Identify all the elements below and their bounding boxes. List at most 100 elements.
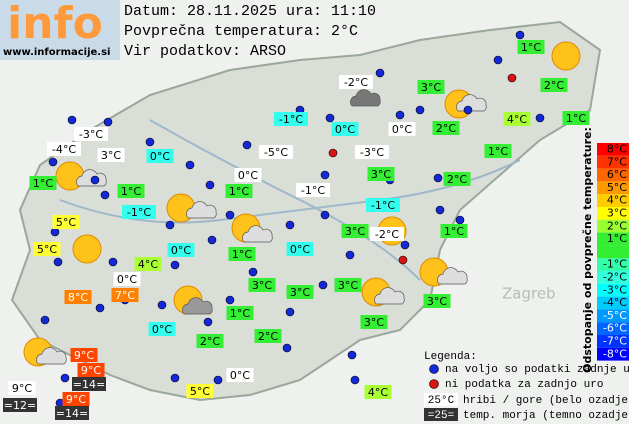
scale-cell	[597, 219, 629, 233]
station-dot	[40, 315, 50, 325]
station-temperature: 3°C	[364, 316, 384, 329]
scale-cell	[597, 309, 629, 323]
station-dot	[203, 317, 213, 327]
station-temperature: 0°C	[117, 273, 137, 286]
station-temperature: 0°C	[335, 123, 355, 136]
station-box	[196, 334, 224, 348]
station-temperature: 2°C	[544, 79, 564, 92]
legend-sea-box	[424, 408, 458, 421]
station-dot	[320, 170, 330, 180]
station-box	[74, 127, 108, 141]
scale-label: -7°C	[603, 335, 627, 348]
station-temperature: 0°C	[150, 150, 170, 163]
legend-available: na voljo so podatki zadnje ure	[445, 364, 629, 376]
cloud-icon	[182, 297, 213, 315]
station-box	[388, 122, 416, 136]
logo-url: www.informacije.si	[3, 47, 111, 58]
station-dot	[50, 227, 60, 237]
station-temperature: 1°C	[444, 225, 464, 238]
station-temperature: 3°C	[345, 225, 365, 238]
station-box	[64, 290, 92, 304]
station-box	[364, 385, 392, 399]
scale-cell	[597, 283, 629, 297]
station-dot	[395, 110, 405, 120]
sun-icon	[551, 41, 581, 71]
station-temperature: 1°C	[488, 145, 508, 158]
station-box	[72, 377, 106, 391]
date-line: Datum: 28.11.2025 ura: 11:10	[124, 3, 376, 20]
station-box	[146, 149, 174, 163]
station-box	[417, 80, 445, 94]
station-dot	[90, 175, 100, 185]
station-temperature: 5°C	[190, 385, 210, 398]
station-dot	[347, 350, 357, 360]
legend-dot-available	[429, 364, 439, 374]
scale-cell	[597, 335, 629, 348]
station-box	[226, 306, 254, 320]
source-line: Vir podatkov: ARSO	[124, 43, 286, 60]
station-box	[339, 75, 373, 89]
station-temperature: 9°C	[12, 382, 32, 395]
scale-cell	[597, 207, 629, 220]
cloud-icon	[437, 267, 468, 285]
station-temperature: -2°C	[375, 228, 399, 241]
station-temperature: 3°C	[421, 81, 441, 94]
station-dot	[345, 250, 355, 260]
scale-cell	[597, 322, 629, 335]
station-temperature: -2°C	[344, 76, 368, 89]
station-box	[70, 348, 98, 362]
station-box	[370, 227, 404, 241]
legend-sea-sample: =25=	[428, 410, 454, 422]
station-box	[259, 145, 293, 159]
station-temperature: 4°C	[138, 258, 158, 271]
station-temperature: -1°C	[127, 206, 151, 219]
legend-missing: ni podatka za zadnjo uro	[445, 379, 603, 391]
scale-label: 1°C	[607, 232, 627, 245]
scale-label: 8°C	[607, 143, 627, 156]
cloud-icon	[350, 89, 381, 107]
station-temperature: 1°C	[566, 112, 586, 125]
station-box	[331, 122, 359, 136]
station-box	[52, 215, 80, 229]
station-dot	[350, 375, 360, 385]
station-box	[97, 148, 125, 162]
station-dot	[515, 30, 525, 40]
station-box	[341, 224, 369, 238]
legend-dot-missing	[429, 379, 439, 389]
sun-icon	[72, 234, 102, 264]
scale-title: Odstopanje od povprečne temperature:	[581, 127, 594, 373]
station-temperature: 0°C	[238, 169, 258, 182]
station-temperature: 9°C	[66, 393, 86, 406]
station-temperature: 4°C	[507, 113, 527, 126]
color-scale: Odstopanje od povprečne temperature: 8°C…	[581, 127, 629, 373]
station-dot	[95, 303, 105, 313]
station-dot	[60, 373, 70, 383]
station-temperature: 1°C	[230, 307, 250, 320]
station-temperature: 3°C	[101, 149, 121, 162]
station-temperature: =14=	[56, 407, 88, 420]
station-box	[334, 278, 362, 292]
station-dot	[157, 300, 167, 310]
station-temperature: 5°C	[56, 216, 76, 229]
scale-cell	[597, 271, 629, 284]
station-dot	[285, 307, 295, 317]
legend-hill-text: hribi / gore (belo ozadje)	[463, 395, 629, 407]
station-box	[186, 384, 214, 398]
station-dot	[455, 215, 465, 225]
station-box	[77, 363, 105, 377]
station-temperature: 1°C	[229, 185, 249, 198]
station-temperature: 0°C	[171, 244, 191, 257]
station-temperature: 5°C	[37, 243, 57, 256]
station-dot	[103, 117, 113, 127]
station-box	[228, 247, 256, 261]
station-temperature: -1°C	[279, 113, 303, 126]
station-dot	[225, 210, 235, 220]
legend-hill-sample: 25°C	[428, 395, 455, 407]
station-box	[360, 315, 388, 329]
station-temperature: 7°C	[115, 289, 135, 302]
station-dot	[213, 375, 223, 385]
station-temperature: 3°C	[252, 279, 272, 292]
station-temperature: 1°C	[121, 185, 141, 198]
station-dot	[48, 157, 58, 167]
station-box	[432, 121, 460, 135]
